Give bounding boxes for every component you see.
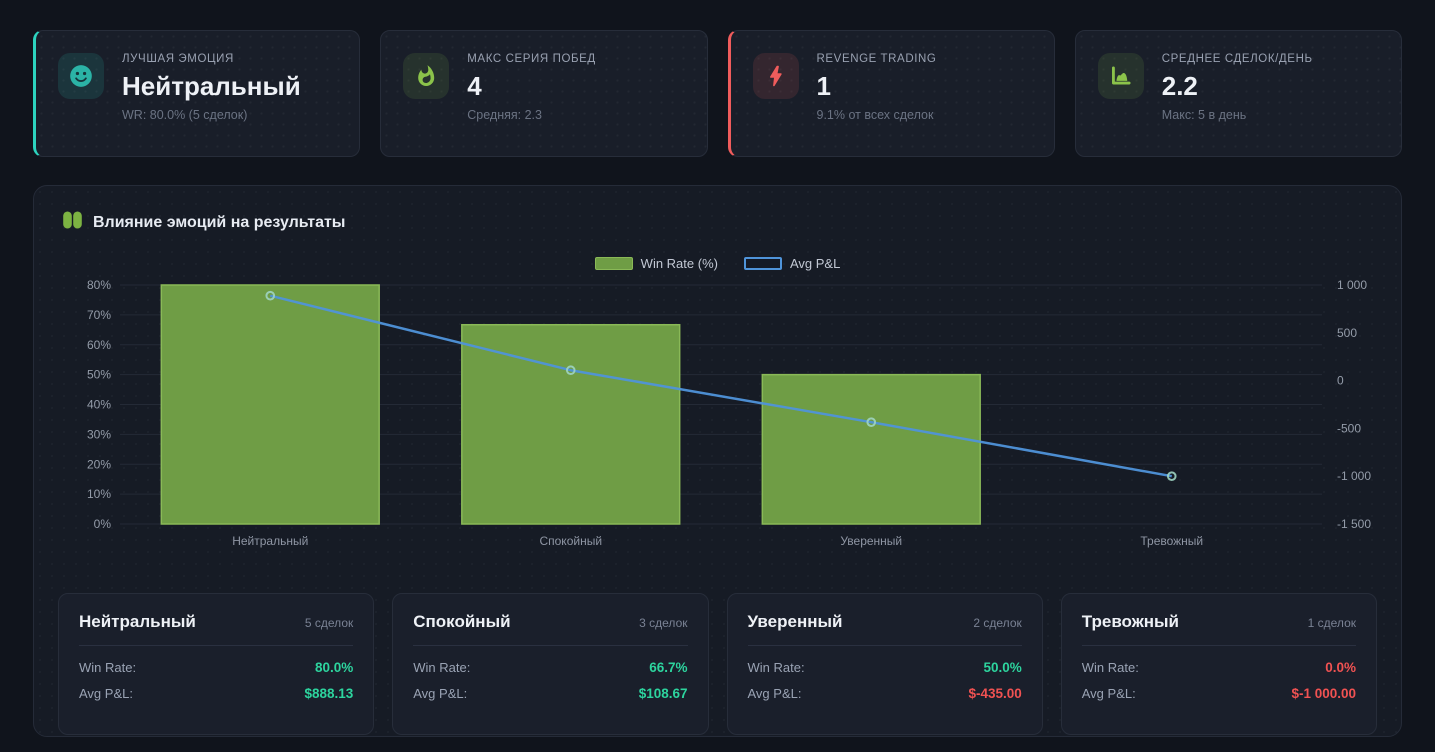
stats-row: ЛУЧШАЯ ЭМОЦИЯ Нейтральный WR: 80.0% (5 с…	[33, 30, 1402, 157]
win-rate-value: 0.0%	[1325, 660, 1356, 675]
summary-card-confident: Уверенный 2 сделок Win Rate: 50.0% Avg P…	[726, 593, 1043, 735]
win-rate-label: Win Rate:	[1081, 660, 1139, 675]
stat-label: СРЕДНЕЕ СДЕЛОК/ДЕНЬ	[1161, 53, 1313, 65]
legend-label: Win Rate (%)	[640, 255, 718, 271]
flame-icon	[403, 53, 450, 99]
win-rate-swatch	[594, 256, 633, 270]
avg-pnl-label: Avg P&L:	[413, 686, 468, 701]
stat-sub: WR: 80.0% (5 сделок)	[122, 107, 248, 122]
avg-pnl-label: Avg P&L:	[79, 686, 133, 701]
svg-text:70%: 70%	[87, 308, 111, 322]
summary-card-calm: Спокойный 3 сделок Win Rate: 66.7% Avg P…	[392, 593, 709, 735]
avg-pnl-label: Avg P&L:	[747, 686, 802, 701]
svg-text:40%: 40%	[87, 398, 111, 412]
stat-sub: Макс: 5 в день	[1161, 107, 1247, 122]
svg-text:Уверенный: Уверенный	[840, 534, 902, 548]
win-rate-label: Win Rate:	[747, 660, 805, 675]
stat-card-revenge-trading: REVENGE TRADING 1 9.1% от всех сделок	[727, 30, 1055, 157]
avg-pnl-value: $108.67	[638, 686, 688, 701]
stat-sub: Средняя: 2.3	[467, 107, 542, 122]
trades-count: 5 сделок	[304, 616, 354, 630]
trades-count: 3 сделок	[639, 616, 688, 630]
bolt-icon	[752, 53, 799, 99]
svg-text:-1 500: -1 500	[1337, 517, 1371, 531]
panel-title-row: Влияние эмоций на результаты	[58, 210, 1377, 235]
svg-text:80%: 80%	[87, 278, 111, 292]
svg-text:60%: 60%	[87, 338, 111, 352]
stat-label: МАКС СЕРИЯ ПОБЕД	[467, 53, 596, 65]
svg-text:1 000: 1 000	[1337, 278, 1367, 292]
stat-value: 1	[816, 71, 831, 101]
stat-value: Нейтральный	[122, 71, 301, 101]
avg-pnl-value: $-435.00	[968, 686, 1022, 701]
avg-pnl-label: Avg P&L:	[1081, 686, 1136, 701]
stat-value: 2.2	[1161, 71, 1198, 101]
summary-row: Нейтральный 5 сделок Win Rate: 80.0% Avg…	[58, 593, 1377, 735]
stat-card-best-emotion: ЛУЧШАЯ ЭМОЦИЯ Нейтральный WR: 80.0% (5 с…	[33, 30, 361, 157]
trades-count: 1 сделок	[1307, 616, 1356, 630]
legend-label: Avg P&L	[789, 255, 841, 271]
svg-text:Спокойный: Спокойный	[539, 534, 602, 548]
avg-pnl-swatch	[743, 256, 782, 270]
emotion-title: Уверенный	[747, 612, 843, 631]
chart-legend: Win Rate (%) Avg P&L	[58, 255, 1377, 271]
emotions-impact-chart[interactable]: 0% 10% 20% 30% 40% 50% 60% 70% 80% 1 000 500 0 -500 -…	[58, 273, 1395, 561]
svg-text:10%: 10%	[87, 487, 111, 501]
emotion-title: Тревожный	[1081, 612, 1180, 631]
svg-text:20%: 20%	[87, 457, 111, 471]
win-rate-value: 66.7%	[649, 660, 688, 675]
divider	[1081, 645, 1356, 646]
stat-value: 4	[467, 71, 482, 101]
divider	[747, 645, 1022, 646]
svg-text:30%: 30%	[87, 427, 111, 441]
svg-text:50%: 50%	[87, 368, 111, 382]
stat-label: ЛУЧШАЯ ЭМОЦИЯ	[122, 53, 234, 65]
panel-title: Влияние эмоций на результаты	[93, 213, 346, 231]
legend-item-win-rate[interactable]: Win Rate (%)	[594, 255, 718, 271]
emotions-impact-panel: Влияние эмоций на результаты Win Rate (%…	[33, 185, 1402, 737]
win-rate-label: Win Rate:	[79, 660, 137, 675]
svg-text:-500: -500	[1337, 421, 1361, 435]
svg-text:-1 000: -1 000	[1337, 469, 1371, 483]
win-rate-value: 50.0%	[983, 660, 1022, 675]
trades-count: 2 сделок	[973, 616, 1022, 630]
divider	[413, 645, 688, 646]
svg-text:Тревожный: Тревожный	[1140, 534, 1203, 548]
svg-text:0: 0	[1337, 374, 1344, 388]
emotion-title: Нейтральный	[79, 612, 196, 631]
stat-card-max-win-streak: МАКС СЕРИЯ ПОБЕД 4 Средняя: 2.3	[380, 30, 708, 157]
avg-pnl-value: $-1 000.00	[1291, 686, 1356, 701]
area-chart-icon	[1097, 53, 1144, 99]
legend-item-avg-pnl[interactable]: Avg P&L	[743, 255, 841, 271]
svg-text:0%: 0%	[94, 517, 112, 531]
stat-sub: 9.1% от всех сделок	[816, 107, 934, 122]
summary-card-anxious: Тревожный 1 сделок Win Rate: 0.0% Avg P&…	[1060, 593, 1377, 735]
avg-pnl-value: $888.13	[304, 686, 354, 701]
svg-text:500: 500	[1337, 326, 1357, 340]
stat-card-avg-trades-per-day: СРЕДНЕЕ СДЕЛОК/ДЕНЬ 2.2 Макс: 5 в день	[1074, 30, 1402, 157]
summary-card-neutral: Нейтральный 5 сделок Win Rate: 80.0% Avg…	[58, 593, 375, 735]
divider	[79, 645, 354, 646]
win-rate-label: Win Rate:	[413, 660, 471, 675]
smiley-icon	[58, 53, 104, 99]
stat-label: REVENGE TRADING	[816, 53, 937, 65]
chart-area: 0% 10% 20% 30% 40% 50% 60% 70% 80% 1 000 500 0 -500 -…	[58, 273, 1377, 561]
emotion-title: Спокойный	[413, 612, 511, 631]
win-rate-value: 80.0%	[314, 660, 354, 675]
brain-icon	[62, 210, 83, 235]
svg-text:Нейтральный: Нейтральный	[232, 534, 308, 548]
